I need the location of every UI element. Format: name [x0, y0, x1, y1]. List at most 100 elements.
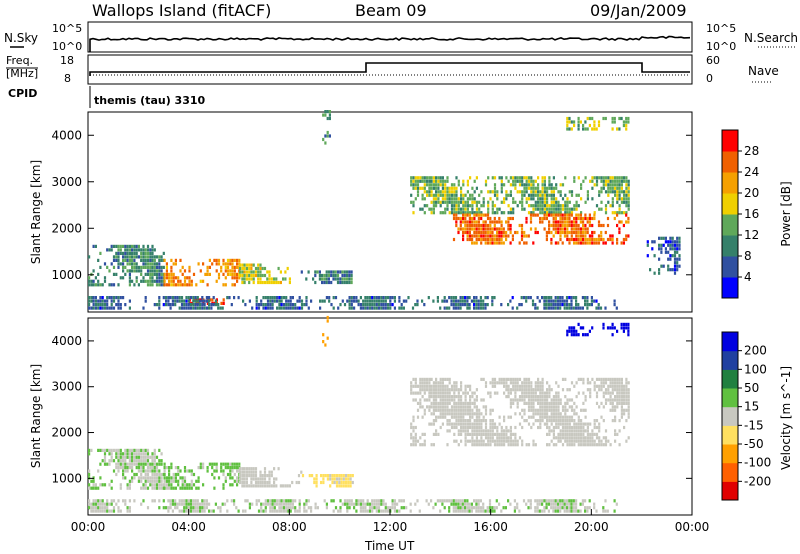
range-cell	[219, 509, 222, 513]
range-cell	[377, 303, 381, 307]
range-cell	[466, 299, 469, 303]
range-cell	[192, 499, 195, 503]
range-cell	[461, 299, 464, 303]
range-cell	[389, 296, 392, 300]
range-cell	[349, 484, 352, 488]
range-cell	[226, 265, 230, 269]
range-cell	[664, 247, 667, 251]
range-cell	[611, 200, 614, 204]
range-cell	[557, 223, 560, 228]
range-cell	[530, 190, 533, 194]
range-cell	[582, 230, 585, 235]
range-cell	[460, 190, 463, 194]
range-cell	[589, 432, 592, 436]
range-cell	[478, 408, 481, 412]
range-cell	[437, 179, 440, 183]
range-cell	[214, 303, 217, 307]
range-cell	[128, 483, 131, 487]
range-cell	[419, 186, 422, 190]
range-cell	[591, 241, 594, 245]
range-cell	[559, 509, 562, 513]
range-cell	[428, 193, 431, 197]
velocity-xticks: 00:00 04:00 08:00 12:00 16:00 20:00 00:00	[71, 509, 709, 534]
range-cell	[414, 186, 417, 190]
range-cell	[453, 432, 456, 436]
range-cell	[188, 469, 191, 473]
range-cell	[625, 176, 628, 180]
range-cell	[565, 509, 569, 513]
range-cell	[480, 398, 483, 402]
range-cell	[555, 405, 558, 409]
range-cell	[137, 248, 140, 252]
range-cell	[201, 499, 204, 503]
range-cell	[273, 296, 276, 300]
range-cell	[110, 299, 113, 303]
range-cell	[575, 425, 578, 430]
range-cell	[459, 502, 462, 506]
range-cell	[426, 405, 429, 409]
range-cell	[495, 499, 498, 503]
range-cell	[430, 179, 433, 183]
range-cell	[205, 299, 208, 303]
range-cell	[627, 401, 630, 405]
range-cell	[667, 243, 670, 247]
range-cell	[597, 237, 601, 242]
range-cell	[552, 401, 555, 405]
range-cell	[471, 237, 474, 242]
range-cell	[595, 401, 599, 405]
range-cell	[593, 381, 596, 385]
range-cell	[462, 419, 465, 423]
range-cell	[101, 299, 104, 303]
range-cell	[194, 506, 197, 510]
range-cell	[455, 223, 458, 228]
range-cell	[432, 186, 435, 190]
range-cell	[99, 296, 102, 300]
range-cell	[110, 499, 113, 503]
range-cell	[325, 273, 328, 278]
range-cell	[177, 472, 180, 477]
range-cell	[556, 509, 560, 513]
range-cell	[199, 509, 202, 513]
range-cell	[548, 395, 551, 399]
range-cell	[564, 176, 567, 180]
range-cell	[220, 265, 223, 269]
range-cell	[426, 384, 429, 388]
range-cell	[627, 436, 630, 440]
range-cell	[280, 303, 283, 307]
range-cell	[439, 381, 442, 385]
range-cell	[448, 398, 451, 402]
range-cell	[416, 408, 420, 412]
range-cell	[117, 299, 120, 303]
range-cell	[616, 241, 619, 245]
range-cell	[146, 459, 150, 463]
range-cell	[496, 230, 499, 235]
range-cell	[280, 499, 283, 503]
range-cell	[673, 257, 677, 261]
range-cell	[364, 306, 367, 310]
range-cell	[414, 391, 417, 395]
range-cell	[400, 499, 403, 503]
range-cell	[340, 474, 343, 478]
range-cell	[484, 220, 487, 224]
range-cell	[353, 306, 356, 310]
range-cell	[427, 502, 430, 506]
range-cell	[475, 207, 478, 211]
range-cell	[500, 443, 503, 447]
range-cell	[119, 303, 122, 307]
range-cell	[199, 269, 202, 273]
range-cell	[423, 183, 426, 187]
range-cell	[616, 377, 619, 381]
range-cell	[575, 220, 578, 224]
range-cell	[548, 384, 551, 388]
range-cell	[575, 429, 578, 433]
range-cell	[268, 484, 271, 488]
range-cell	[462, 220, 465, 224]
y-tick-label: 3000	[51, 380, 82, 394]
range-cell	[453, 186, 456, 190]
range-cell	[315, 480, 318, 485]
range-cell	[122, 469, 125, 473]
range-cell	[570, 502, 573, 506]
range-cell	[536, 306, 539, 310]
range-cell	[457, 204, 460, 208]
range-cell	[590, 296, 593, 300]
